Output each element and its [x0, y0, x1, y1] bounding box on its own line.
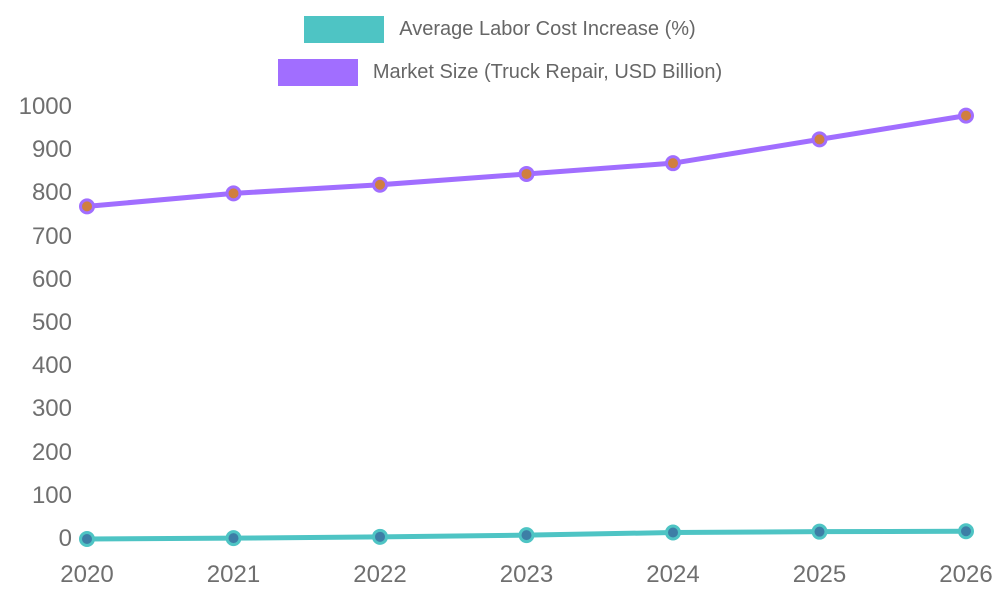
data-point-marker [372, 176, 388, 193]
data-point-marker [811, 131, 828, 148]
y-axis-tick-label: 1000 [18, 93, 72, 120]
data-point-marker [665, 524, 681, 541]
legend-item-labor-cost: Average Labor Cost Increase (%) [304, 16, 696, 43]
data-point-marker [665, 155, 681, 172]
y-axis-tick-label: 0 [58, 525, 72, 552]
y-axis-tick-label: 400 [31, 352, 72, 380]
data-point-marker [372, 528, 388, 545]
series-line [84, 113, 969, 209]
x-axis-tick-label: 2023 [499, 561, 554, 588]
x-axis-tick-label: 2024 [646, 561, 700, 588]
data-point-marker [225, 530, 242, 547]
x-axis-tick-label: 2022 [353, 561, 407, 588]
data-point-marker [225, 185, 242, 202]
data-point-marker [518, 165, 535, 182]
legend-swatch-market-size [277, 59, 358, 86]
y-axis-tick-label: 200 [31, 438, 72, 466]
x-axis-tick-label: 2026 [939, 561, 993, 588]
y-axis-tick-label: 100 [31, 481, 72, 509]
legend-swatch-labor-cost [304, 16, 385, 43]
data-point-marker [79, 198, 95, 215]
y-axis-tick-label: 300 [31, 395, 72, 423]
x-axis-tick-label: 2025 [792, 561, 847, 588]
x-axis-tick-label: 2021 [206, 561, 261, 588]
legend-item-market-size: Market Size (Truck Repair, USD Billion) [277, 59, 723, 86]
data-point-marker [79, 531, 95, 547]
data-point-marker [518, 527, 535, 544]
chart-legend: Average Labor Cost Increase (%) Market S… [0, 16, 1000, 86]
y-axis-tick-label: 900 [31, 136, 72, 164]
y-axis-tick-label: 500 [31, 309, 72, 336]
legend-label-market-size: Market Size (Truck Repair, USD Billion) [372, 61, 723, 83]
x-axis-tick-label: 2020 [60, 561, 114, 588]
y-axis-tick-label: 600 [31, 265, 72, 293]
legend-label-labor-cost: Average Labor Cost Increase (%) [399, 18, 696, 40]
data-point-marker [958, 523, 974, 540]
y-axis-tick-label: 700 [31, 222, 72, 250]
data-point-marker [811, 523, 828, 540]
y-axis-tick-label: 800 [31, 179, 72, 207]
data-point-marker [958, 107, 974, 124]
